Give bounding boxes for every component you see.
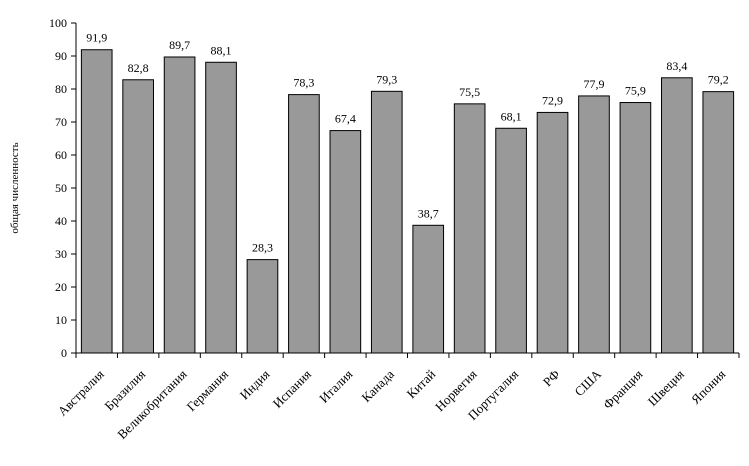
category-label: Франция bbox=[600, 367, 646, 413]
data-label: 75,9 bbox=[625, 84, 646, 98]
bar bbox=[453, 103, 486, 354]
category-label: Испания bbox=[270, 367, 314, 411]
data-label: 72,9 bbox=[542, 93, 563, 107]
category-label: Германия bbox=[183, 367, 231, 415]
data-label: 68,1 bbox=[501, 109, 522, 123]
data-label: 78,3 bbox=[293, 76, 314, 90]
data-label: 83,4 bbox=[666, 59, 687, 73]
bar bbox=[495, 127, 527, 354]
data-label: 67,4 bbox=[335, 112, 356, 126]
data-label: 79,2 bbox=[708, 73, 729, 87]
bar bbox=[163, 56, 196, 354]
bar bbox=[122, 79, 154, 354]
data-label: 77,9 bbox=[583, 77, 604, 91]
y-tick-label: 40 bbox=[55, 214, 67, 228]
data-label: 82,8 bbox=[128, 61, 149, 75]
bar bbox=[536, 111, 569, 354]
category-label: Япония bbox=[688, 367, 728, 407]
category-label: Китай bbox=[404, 366, 439, 401]
y-tick-label: 10 bbox=[55, 313, 67, 327]
data-label: 28,3 bbox=[252, 241, 273, 255]
data-label: 91,9 bbox=[86, 31, 107, 45]
category-label: РФ bbox=[540, 367, 563, 390]
category-label: США bbox=[571, 366, 604, 399]
category-label: Австралия bbox=[55, 367, 107, 419]
y-tick-label: 20 bbox=[55, 280, 67, 294]
category-label: Швеция bbox=[645, 367, 687, 409]
y-tick-label: 50 bbox=[55, 181, 67, 195]
y-axis: 0 10 20 30 40 50 60 70 80 90 100 bbox=[49, 16, 77, 360]
y-tick-label: 80 bbox=[55, 82, 67, 96]
y-tick-label: 60 bbox=[55, 148, 67, 162]
bar bbox=[288, 94, 320, 354]
y-tick-label: 0 bbox=[61, 346, 67, 360]
category-label: Италия bbox=[316, 367, 355, 406]
data-label: 88,1 bbox=[211, 43, 232, 57]
y-tick-label: 90 bbox=[55, 49, 67, 63]
bar bbox=[578, 95, 610, 354]
data-label: 89,7 bbox=[169, 38, 190, 52]
category-label: Канада bbox=[358, 366, 397, 405]
bar bbox=[702, 91, 735, 354]
y-tick-label: 70 bbox=[55, 115, 67, 129]
y-tick-label: 100 bbox=[49, 16, 67, 30]
bar bbox=[80, 49, 113, 354]
bars-group: 91,9 82,8 89,7 88,1 28,3 78,3 67,4 79,3 38,7 75,5… bbox=[80, 31, 735, 354]
category-label: Индия bbox=[237, 367, 273, 403]
data-label: 79,3 bbox=[376, 72, 397, 86]
bar bbox=[329, 130, 362, 354]
bar bbox=[370, 90, 403, 354]
data-label: 75,5 bbox=[459, 85, 480, 99]
bar bbox=[661, 77, 693, 354]
bar bbox=[619, 102, 652, 354]
bar bbox=[412, 224, 445, 354]
bar bbox=[246, 259, 279, 354]
y-axis-label: общая численность bbox=[9, 142, 21, 233]
data-label: 38,7 bbox=[418, 206, 439, 220]
bar bbox=[205, 61, 237, 354]
y-tick-label: 30 bbox=[55, 247, 67, 261]
